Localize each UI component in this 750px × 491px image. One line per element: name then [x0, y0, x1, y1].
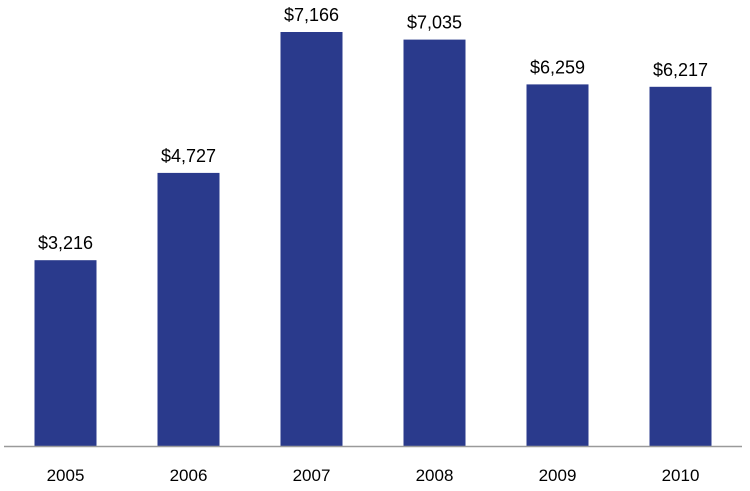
bar-2007	[280, 32, 343, 446]
x-tick-label-2006: 2006	[170, 466, 208, 485]
x-tick-label-2005: 2005	[47, 466, 85, 485]
value-label-2010: $6,217	[653, 60, 708, 80]
x-tick-label-2008: 2008	[416, 466, 454, 485]
value-label-2006: $4,727	[161, 146, 216, 166]
x-tick-label-2010: 2010	[662, 466, 700, 485]
x-tick-labels-group: 2005 2006 2007 2008 2009 2010	[47, 466, 700, 485]
x-tick-label-2009: 2009	[539, 466, 577, 485]
bar-2010	[649, 86, 712, 447]
x-tick-label-2007: 2007	[293, 466, 331, 485]
bar-2005	[34, 260, 97, 446]
bar-2009	[526, 84, 589, 447]
value-label-2008: $7,035	[407, 13, 462, 33]
bar-2006	[157, 172, 220, 446]
value-label-2009: $6,259	[530, 57, 585, 77]
value-label-2005: $3,216	[38, 233, 93, 253]
value-labels-group: $3,216 $4,727 $7,166 $7,035 $6,259 $6,217	[38, 5, 708, 253]
value-label-2007: $7,166	[284, 5, 339, 25]
bars-group	[34, 32, 712, 447]
bar-2008	[403, 39, 466, 446]
